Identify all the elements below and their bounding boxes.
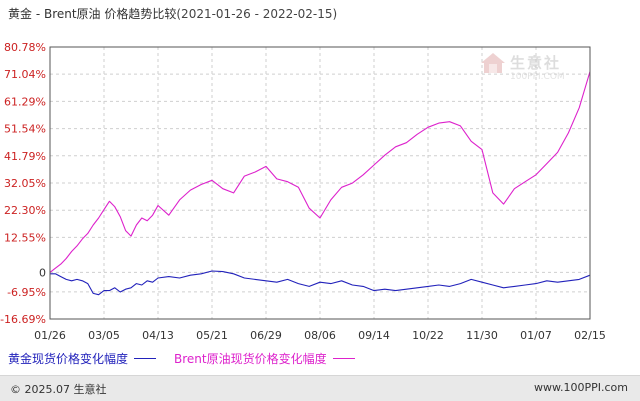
series-line-brent <box>49 71 591 273</box>
x-tick-label: 01/26 <box>34 329 66 342</box>
y-tick-label: -6.95% <box>7 286 46 299</box>
chart-series <box>49 71 591 296</box>
x-tick-label: 06/29 <box>250 329 282 342</box>
series-line-gold <box>50 270 591 296</box>
y-tick-label: -16.69% <box>0 313 46 326</box>
legend-swatch-gold <box>134 358 157 359</box>
y-tick-label: 0 <box>39 266 46 279</box>
y-tick-label: 22.30% <box>4 204 46 217</box>
footer-copyright: © 2025.07 生意社 <box>10 383 107 396</box>
x-tick-label: 04/13 <box>142 329 174 342</box>
chart-legend: 黄金现货价格变化幅度 Brent原油现货价格变化幅度 <box>8 350 373 367</box>
watermark-text: 生意社 <box>510 54 562 72</box>
legend-item-brent: Brent原油现货价格变化幅度 <box>174 350 355 367</box>
y-axis-ticks: 80.78% 71.04% 61.29% 51.54% 41.79% 32.05% 22.3… <box>0 41 46 326</box>
chart: 80.78% 71.04% 61.29% 51.54% 41.79% 32.05% 22.3… <box>0 41 606 342</box>
y-tick-label: 51.54% <box>4 123 46 136</box>
chart-title-main: 黄金 - Brent原油 价格趋势比较 <box>8 7 177 21</box>
y-tick-label: 71.04% <box>4 68 46 81</box>
x-tick-label: 05/21 <box>196 329 228 342</box>
legend-label-brent: Brent原油现货价格变化幅度 <box>174 352 327 366</box>
plot-area <box>49 46 591 320</box>
x-axis-ticks: 01/26 03/05 04/13 05/21 06/29 08/06 09/14 10/22… <box>34 329 606 342</box>
y-tick-label: 41.79% <box>4 150 46 163</box>
x-tick-label: 09/14 <box>358 329 390 342</box>
y-tick-label: 32.05% <box>4 177 46 190</box>
chart-grid <box>49 46 591 320</box>
chart-title: 黄金 - Brent原油 价格趋势比较(2021-01-26 - 2022-02… <box>8 5 337 22</box>
y-tick-label: 12.55% <box>4 231 46 244</box>
legend-swatch-brent <box>332 358 355 359</box>
chart-title-range: (2021-01-26 - 2022-02-15) <box>176 7 338 21</box>
watermark-subtext: 100PPI.COM <box>510 72 565 82</box>
legend-label-gold: 黄金现货价格变化幅度 <box>8 352 129 366</box>
footer: © 2025.07 生意社 www.100PPI.com <box>0 375 640 401</box>
y-tick-label: 61.29% <box>4 95 46 108</box>
x-tick-label: 11/30 <box>466 329 498 342</box>
house-logo-icon <box>481 53 505 73</box>
x-tick-label: 01/07 <box>520 329 552 342</box>
x-tick-label: 02/15 <box>574 329 606 342</box>
x-tick-label: 08/06 <box>304 329 336 342</box>
x-tick-label: 03/05 <box>88 329 120 342</box>
y-tick-label: 80.78% <box>4 41 46 54</box>
x-tick-label: 10/22 <box>412 329 444 342</box>
legend-item-gold: 黄金现货价格变化幅度 <box>8 350 157 367</box>
watermark: 生意社 100PPI.COM <box>480 52 565 82</box>
footer-site-link[interactable]: www.100PPI.com <box>534 381 628 394</box>
